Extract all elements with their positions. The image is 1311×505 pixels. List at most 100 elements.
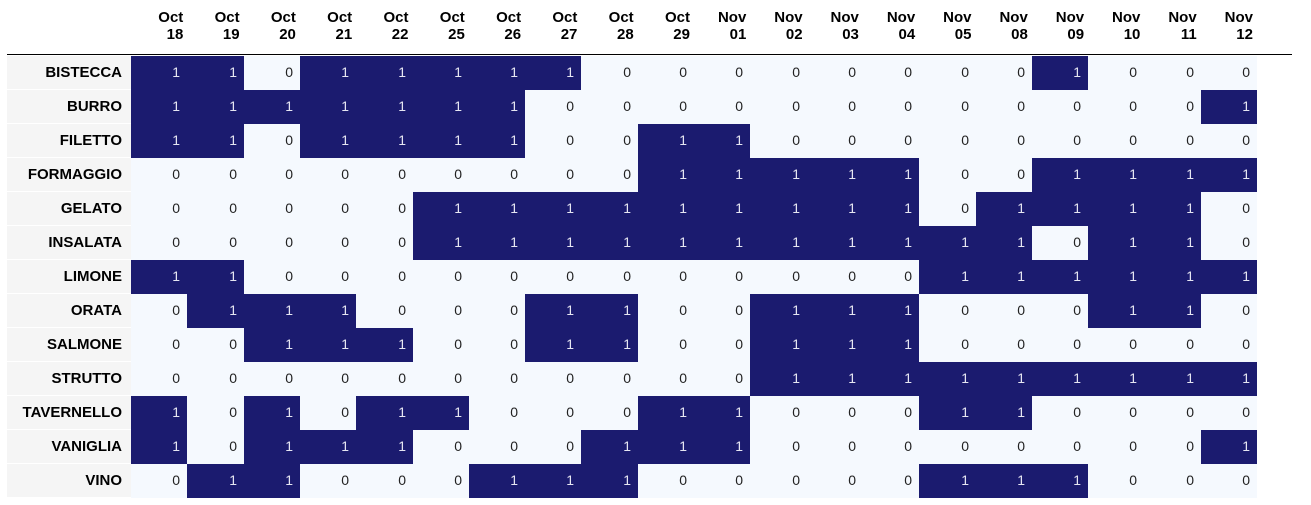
heatmap-cell: 0 — [1032, 328, 1088, 362]
column-header: Nov 09 — [1032, 9, 1084, 49]
heatmap-cell: 0 — [187, 328, 244, 362]
heatmap-cell: 0 — [1201, 294, 1257, 328]
column-header-day: 09 — [1067, 26, 1085, 43]
heatmap-cell: 1 — [750, 192, 807, 226]
column-header-month: Nov — [999, 9, 1028, 26]
heatmap-cell: 1 — [919, 226, 976, 260]
heatmap-cell: 0 — [413, 158, 469, 192]
column-header: Oct 29 — [638, 9, 690, 49]
heatmap-cell: 1 — [525, 192, 581, 226]
heatmap-cell: 0 — [919, 90, 976, 124]
heatmap-cell: 0 — [638, 464, 694, 498]
heatmap-cell: 0 — [638, 294, 694, 328]
heatmap-cell: 1 — [976, 260, 1032, 294]
heatmap-cell: 0 — [300, 396, 356, 430]
heatmap-cell: 0 — [413, 430, 469, 464]
heatmap-cell: 1 — [525, 226, 581, 260]
heatmap-cell: 1 — [1201, 90, 1257, 124]
heatmap-cell: 0 — [638, 90, 694, 124]
heatmap-cell: 0 — [919, 158, 976, 192]
heatmap-cell: 0 — [581, 124, 638, 158]
heatmap-cell: 1 — [356, 430, 413, 464]
heatmap-cell: 1 — [244, 294, 300, 328]
heatmap-cell: 1 — [694, 226, 750, 260]
heatmap-cell: 1 — [300, 328, 356, 362]
row-label: SALMONE — [7, 328, 131, 361]
heatmap-cell: 0 — [244, 124, 300, 158]
heatmap-cell: 0 — [187, 192, 244, 226]
heatmap-cell: 1 — [187, 124, 244, 158]
heatmap-cell: 1 — [413, 90, 469, 124]
heatmap-cell: 0 — [976, 328, 1032, 362]
heatmap-cell: 1 — [1144, 294, 1201, 328]
column-header-day: 08 — [1011, 26, 1028, 43]
heatmap-cell: 0 — [525, 158, 581, 192]
heatmap-cell: 1 — [638, 396, 694, 430]
heatmap-cell: 1 — [1201, 430, 1257, 464]
column-header-month: Oct — [214, 9, 240, 26]
heatmap-cell: 0 — [976, 158, 1032, 192]
heatmap-cell: 1 — [1088, 260, 1144, 294]
column-header-month: Nov — [886, 9, 916, 26]
heatmap-cell: 0 — [525, 90, 581, 124]
heatmap-cell: 0 — [244, 158, 300, 192]
column-header-month: Oct — [496, 9, 522, 26]
heatmap-cell: 1 — [807, 328, 863, 362]
column-header-day: 22 — [391, 26, 409, 43]
heatmap-cell: 1 — [356, 90, 413, 124]
heatmap-cell: 1 — [187, 260, 244, 294]
heatmap-cell: 0 — [356, 362, 413, 396]
heatmap-cell: 0 — [244, 56, 300, 90]
heatmap-cell: 0 — [750, 430, 807, 464]
column-header: Nov 08 — [976, 9, 1028, 49]
heatmap-cell: 1 — [581, 430, 638, 464]
column-header: Nov 11 — [1144, 9, 1196, 49]
heatmap-cell: 0 — [469, 328, 525, 362]
heatmap-cell: 1 — [244, 328, 300, 362]
heatmap-cell: 0 — [863, 396, 919, 430]
heatmap-cell: 1 — [525, 56, 581, 90]
heatmap-cell: 1 — [469, 226, 525, 260]
heatmap-cell: 0 — [694, 260, 750, 294]
heatmap-cell: 1 — [581, 294, 638, 328]
heatmap-cell: 0 — [638, 260, 694, 294]
heatmap-cell: 0 — [694, 294, 750, 328]
heatmap-cell: 1 — [300, 124, 356, 158]
heatmap-cell: 0 — [525, 362, 581, 396]
heatmap-cell: 0 — [1201, 226, 1257, 260]
heatmap-cell: 0 — [694, 56, 750, 90]
column-header-month: Nov — [717, 9, 747, 26]
heatmap-cell: 1 — [750, 226, 807, 260]
heatmap-cell: 1 — [694, 430, 750, 464]
heatmap-cell: 0 — [581, 56, 638, 90]
heatmap-cell: 0 — [356, 294, 413, 328]
heatmap-cell: 0 — [750, 90, 807, 124]
heatmap-cell: 0 — [1201, 56, 1257, 90]
column-header-month: Oct — [608, 9, 634, 26]
row-label: INSALATA — [7, 226, 131, 259]
column-header: Oct 21 — [300, 9, 352, 49]
heatmap-cell: 1 — [638, 226, 694, 260]
heatmap-cell: 0 — [413, 294, 469, 328]
heatmap-cell: 0 — [187, 158, 244, 192]
heatmap-cell: 0 — [694, 362, 750, 396]
heatmap-cell: 1 — [1144, 158, 1201, 192]
heatmap-cell: 0 — [469, 396, 525, 430]
heatmap-cell: 0 — [750, 260, 807, 294]
heatmap-cell: 0 — [581, 260, 638, 294]
heatmap-cell: 1 — [750, 362, 807, 396]
column-header-day: 10 — [1123, 26, 1141, 43]
heatmap-cell: 0 — [469, 158, 525, 192]
heatmap-cell: 1 — [1201, 260, 1257, 294]
heatmap-cell: 0 — [525, 396, 581, 430]
heatmap-cell: 0 — [300, 362, 356, 396]
heatmap-cell: 0 — [1144, 90, 1201, 124]
heatmap-cell: 0 — [1201, 328, 1257, 362]
heatmap-cell: 0 — [863, 464, 919, 498]
heatmap-cell: 1 — [750, 158, 807, 192]
heatmap-cell: 1 — [863, 192, 919, 226]
heatmap-cell: 0 — [300, 260, 356, 294]
heatmap-cell: 0 — [1032, 396, 1088, 430]
heatmap-cell: 1 — [1032, 158, 1088, 192]
heatmap-cell: 1 — [300, 430, 356, 464]
